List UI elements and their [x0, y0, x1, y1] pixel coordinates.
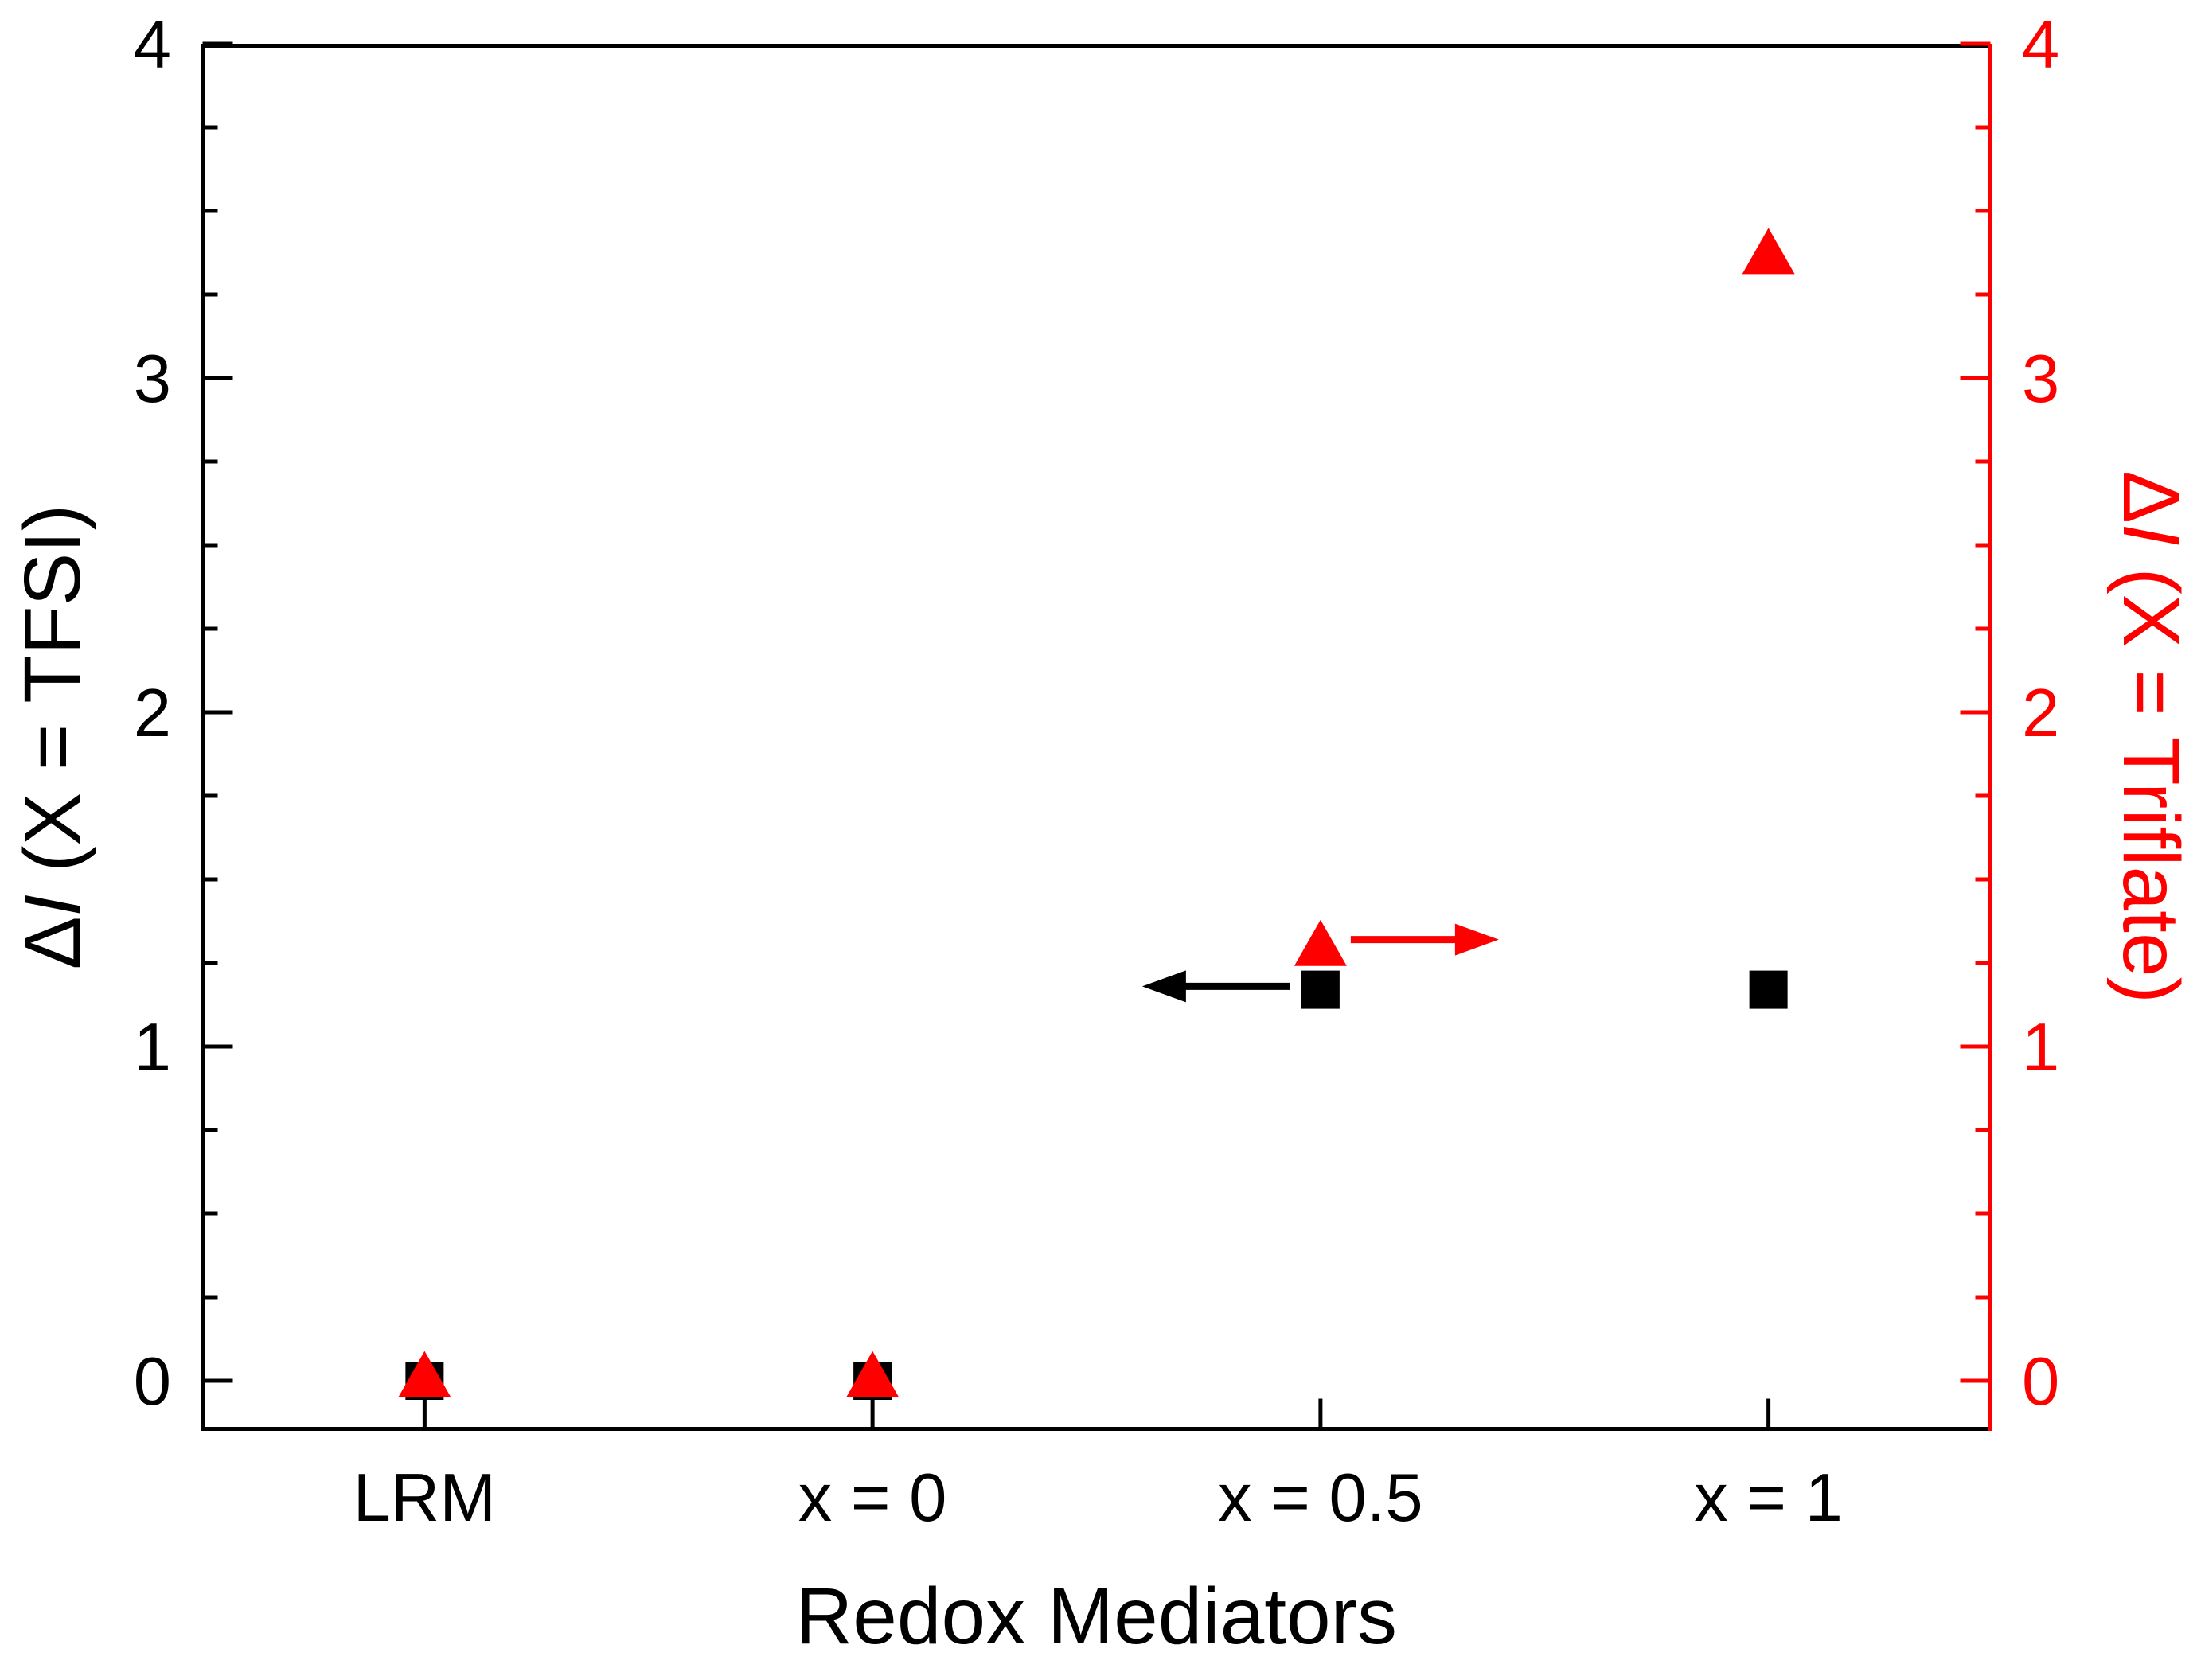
triangle-marker-lrm [398, 1351, 451, 1397]
x-tick-label-x-0-5: x = 0.5 [1218, 1460, 1423, 1536]
frame-top-left-bottom [201, 44, 1992, 1431]
right-arrow-annotation [1350, 923, 1499, 956]
right-axis-tick-label-4: 4 [2022, 7, 2059, 83]
left-arrow-head [1141, 970, 1186, 1003]
axis-ticks [202, 41, 1991, 1429]
axis-titles: Redox Mediators ΔI (X = TFSI) ΔI (X = Tri… [8, 470, 2195, 1661]
triangle-marker-x-0-5 [1294, 919, 1347, 966]
axis-tick-labels: 0 1 2 3 4 0 1 2 3 4 LRM x = 0 x = 0.5 x = 1 [134, 7, 2060, 1536]
square-marker-x-0-5 [1301, 970, 1340, 1009]
x-axis-title: Redox Mediators [795, 1572, 1397, 1661]
right-axis-tick-label-3: 3 [2022, 341, 2059, 417]
x-tick-label-x-1: x = 1 [1694, 1460, 1843, 1536]
left-axis-tick-label-4: 4 [134, 7, 171, 83]
right-axis-tick-label-0: 0 [2022, 1344, 2059, 1420]
left-axis-tick-label-2: 2 [134, 676, 171, 751]
right-axis-tick-label-1: 1 [2022, 1010, 2059, 1086]
plot-frame [201, 44, 1992, 1431]
left-axis-tick-label-1: 1 [134, 1010, 171, 1086]
right-axis-tick-label-2: 2 [2022, 676, 2059, 751]
left-arrow-annotation [1141, 970, 1290, 1003]
data-series [398, 228, 1795, 1400]
right-axis-title: ΔI (X = Triflate) [2106, 470, 2195, 1004]
left-axis-tick-label-0: 0 [134, 1344, 171, 1420]
left-axis-title: ΔI (X = TFSI) [8, 505, 97, 970]
square-marker-x-1 [1749, 970, 1788, 1009]
annotations [1141, 923, 1499, 1003]
triangle-marker-x-0 [846, 1351, 899, 1397]
left-axis-tick-label-3: 3 [134, 341, 171, 417]
x-tick-label-lrm: LRM [353, 1460, 496, 1536]
triangle-marker-x-1 [1742, 228, 1795, 275]
x-tick-label-x-0: x = 0 [798, 1460, 947, 1536]
right-arrow-head [1454, 923, 1499, 956]
